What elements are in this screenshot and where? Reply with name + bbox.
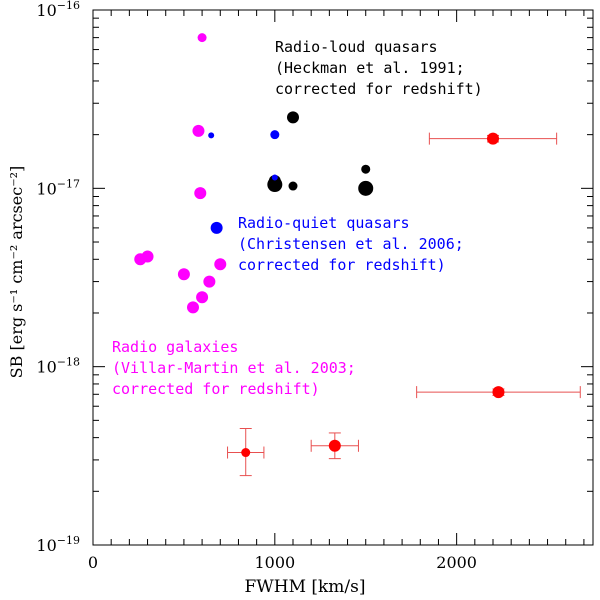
point-this-work bbox=[328, 439, 341, 452]
point-radio-loud-quasars bbox=[288, 181, 298, 191]
point-radio-quiet-quasars bbox=[270, 130, 280, 140]
point-radio-galaxies bbox=[196, 291, 209, 304]
x-axis-label: FWHM [km/s] bbox=[244, 577, 365, 597]
data-points bbox=[134, 33, 581, 477]
point-radio-galaxies bbox=[194, 187, 207, 200]
x-tick-label: 1000 bbox=[254, 553, 295, 572]
point-radio-quiet-quasars bbox=[271, 174, 278, 181]
y-tick-label: 10−19 bbox=[36, 534, 80, 555]
point-radio-loud-quasars bbox=[361, 164, 371, 174]
point-radio-quiet-quasars bbox=[208, 132, 215, 139]
point-radio-loud-quasars bbox=[358, 180, 374, 196]
annotation-text: Radio galaxies (Villar-Martin et al. 2003… bbox=[112, 338, 356, 398]
annotation-text: Radio-quiet quasars (Christensen et al. 2… bbox=[238, 214, 464, 274]
point-radio-galaxies bbox=[214, 258, 227, 271]
x-tick-label: 0 bbox=[88, 553, 98, 572]
x-tick-label: 2000 bbox=[436, 553, 477, 572]
point-radio-galaxies bbox=[197, 33, 207, 43]
y-tick-label: 10−16 bbox=[36, 0, 80, 20]
y-axis-label: SB [erg s⁻¹ cm⁻² arcsec⁻²] bbox=[7, 166, 26, 379]
point-radio-loud-quasars bbox=[287, 111, 299, 124]
y-tick-label: 10−17 bbox=[36, 177, 80, 198]
annotation-text: Radio-loud quasars (Heckman et al. 1991; c… bbox=[275, 38, 483, 98]
point-radio-galaxies bbox=[141, 250, 154, 263]
plot-frame bbox=[92, 9, 594, 546]
point-this-work bbox=[487, 132, 499, 145]
point-radio-galaxies bbox=[203, 275, 216, 288]
point-this-work bbox=[492, 386, 505, 399]
point-radio-galaxies bbox=[177, 268, 190, 281]
point-radio-quiet-quasars bbox=[210, 221, 223, 234]
y-tick-label: 10−18 bbox=[36, 356, 80, 377]
annotations: Radio-loud quasars (Heckman et al. 1991; c… bbox=[112, 38, 483, 398]
point-this-work bbox=[241, 448, 251, 458]
y-tick-labels: 10−19 10−18 10−17 10−16 bbox=[36, 0, 80, 555]
point-radio-loud-quasars bbox=[268, 174, 281, 187]
x-tick-labels: 0 1000 2000 bbox=[88, 553, 477, 572]
point-radio-galaxies bbox=[187, 301, 199, 314]
axis-ticks bbox=[92, 9, 593, 546]
point-radio-galaxies bbox=[192, 124, 205, 137]
